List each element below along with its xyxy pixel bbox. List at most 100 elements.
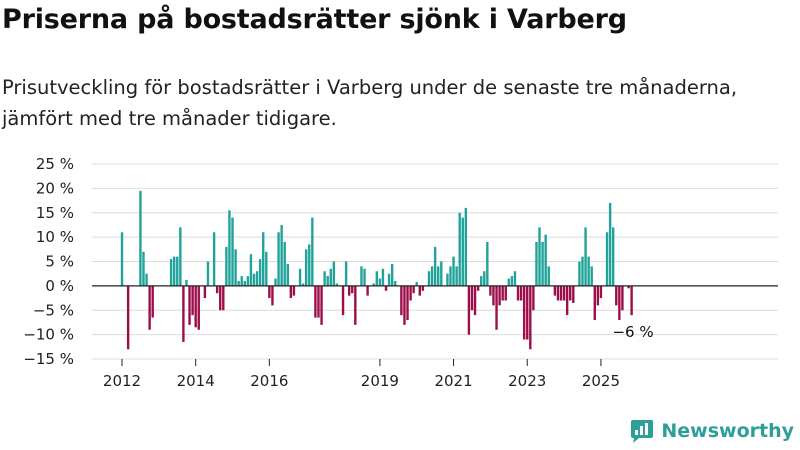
y-tick-label: 25 % <box>36 155 74 173</box>
bar-positive <box>390 263 394 286</box>
bar-positive <box>605 232 609 286</box>
y-tick-label: −5 % <box>33 301 74 319</box>
bar-negative <box>559 285 563 301</box>
y-tick-label: 20 % <box>36 179 74 197</box>
bar-negative <box>384 285 388 291</box>
bar-positive <box>176 256 179 286</box>
bar-positive <box>541 242 544 286</box>
bar-positive <box>332 261 336 286</box>
y-tick-label: −10 % <box>23 326 74 344</box>
x-tick-label: 2023 <box>508 372 546 390</box>
bar-positive <box>486 242 489 286</box>
bar-positive <box>507 278 511 286</box>
bar-positive <box>510 276 514 286</box>
bar-negative <box>627 285 630 289</box>
bar-positive <box>590 266 593 286</box>
bar-positive <box>323 271 326 286</box>
bar-positive <box>587 256 590 286</box>
bar-positive <box>283 242 286 286</box>
bar-negative <box>529 285 532 350</box>
bar-negative <box>421 285 425 291</box>
bar-negative <box>599 285 603 299</box>
bar-positive <box>298 268 302 286</box>
bar-positive <box>145 273 148 286</box>
bar-negative <box>621 285 624 311</box>
bar-positive <box>225 246 228 286</box>
chart-subtitle: Prisutveckling för bostadsrätter i Varbe… <box>2 76 738 130</box>
bar-positive <box>479 276 483 286</box>
bar-positive <box>280 224 283 286</box>
bar-positive <box>584 227 587 286</box>
bar-positive <box>513 271 517 286</box>
bar-negative <box>188 285 191 325</box>
bar-positive <box>246 276 250 286</box>
bar-negative <box>215 285 219 294</box>
bar-negative <box>495 285 498 330</box>
bar-positive <box>258 259 262 286</box>
bar-positive <box>433 246 437 286</box>
bar-positive <box>387 273 391 286</box>
bar-negative <box>593 285 596 321</box>
bar-negative <box>354 285 357 325</box>
bar-positive <box>363 268 366 286</box>
bar-positive <box>464 207 468 286</box>
bar-positive <box>301 283 305 286</box>
bar-positive <box>172 256 176 286</box>
last-value-label: −6 % <box>612 323 653 341</box>
bar-positive <box>234 249 237 286</box>
bar-positive <box>360 266 363 286</box>
bar-positive <box>286 263 289 286</box>
bar-negative <box>289 285 293 299</box>
bar-positive <box>142 251 145 286</box>
bar-negative <box>347 285 351 296</box>
bar-positive <box>538 227 541 286</box>
y-tick-label: 10 % <box>36 228 74 246</box>
bar-positive <box>249 254 253 286</box>
bar-positive <box>437 266 440 286</box>
bar-positive <box>335 283 339 286</box>
bar-positive <box>430 266 434 286</box>
y-axis-tick-labels: −15 % −10 % −5 % 0 % 5 % 10 % 15 % 20 % 25 % <box>23 155 74 368</box>
bar-negative <box>191 285 194 316</box>
y-tick-label: −15 % <box>23 350 74 368</box>
x-axis-ticks: 2012 2014 2016 2019 2021 2023 2025 <box>103 359 620 390</box>
bar-positive <box>277 232 280 286</box>
newsworthy-logo: Newsworthy <box>629 418 794 444</box>
bar-negative <box>615 285 618 306</box>
bar-positive <box>458 212 461 286</box>
bar-positive <box>329 268 332 286</box>
y-tick-label: 15 % <box>36 204 74 222</box>
bar-positive <box>326 276 329 286</box>
bar-positive <box>169 259 173 286</box>
bar-negative <box>562 285 566 301</box>
bar-positive <box>415 281 418 286</box>
bar-positive <box>311 217 314 286</box>
y-tick-label: 0 % <box>45 277 74 295</box>
bar-positive <box>228 210 231 286</box>
newsworthy-logo-text: Newsworthy <box>661 420 794 442</box>
y-tick-label: 5 % <box>45 253 74 271</box>
bar-positive <box>375 271 379 286</box>
bar-negative <box>151 285 154 318</box>
bar-negative <box>292 285 296 296</box>
bar-negative <box>148 285 151 330</box>
bar-negative <box>522 285 526 340</box>
bar-negative <box>341 285 345 316</box>
x-tick-label: 2025 <box>582 372 620 390</box>
bar-negative <box>400 285 403 316</box>
x-tick-label: 2016 <box>250 372 288 390</box>
bar-negative <box>317 285 320 318</box>
bar-negative <box>418 285 421 296</box>
bar-negative <box>501 285 504 301</box>
bar-positive <box>440 261 443 286</box>
bar-positive <box>237 281 240 286</box>
bar-negative <box>182 285 185 342</box>
bar-negative <box>596 285 600 306</box>
bars <box>120 190 633 350</box>
bar-negative <box>320 285 323 325</box>
bar-positive <box>378 278 382 286</box>
bar-negative <box>476 285 480 291</box>
bar-positive <box>252 273 256 286</box>
bar-negative <box>403 285 406 325</box>
bar-positive <box>452 256 455 286</box>
